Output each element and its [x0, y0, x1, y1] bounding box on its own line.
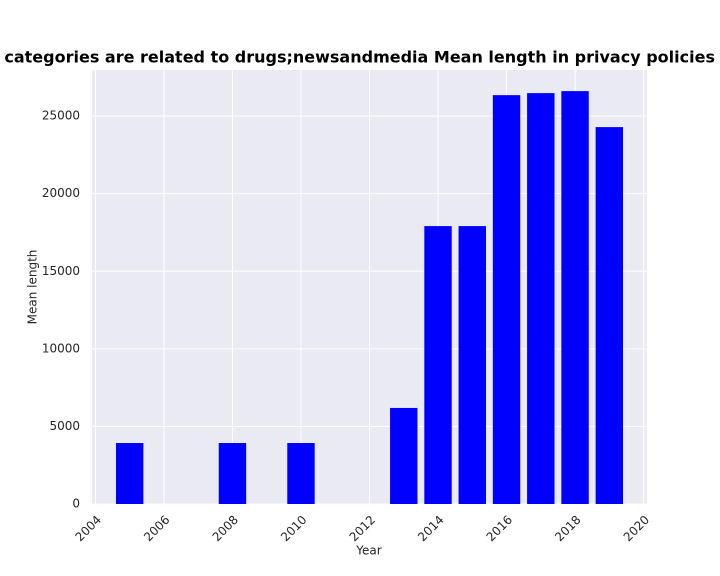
bar	[527, 93, 555, 504]
x-tick-label: 2012	[347, 513, 378, 544]
x-tick-label: 2016	[484, 513, 515, 544]
y-tick-label: 25000	[42, 109, 80, 123]
bar	[561, 91, 589, 505]
y-tick-label: 10000	[42, 341, 80, 355]
x-tick-label: 2010	[278, 513, 309, 544]
x-tick-label: 2014	[415, 513, 446, 544]
y-tick-label: 15000	[42, 264, 80, 278]
bar	[218, 443, 247, 504]
y-tick-label: 5000	[49, 419, 80, 433]
x-tick-label: 2006	[141, 513, 172, 544]
y-tick-label: 0	[72, 497, 80, 511]
y-tick-label: 20000	[42, 186, 80, 200]
bar	[390, 407, 418, 504]
bar	[492, 95, 521, 504]
chart-title: when categories are related to drugs;new…	[0, 48, 720, 67]
bar	[595, 127, 624, 504]
x-tick-label: 2004	[73, 513, 104, 544]
x-axis-label: Year	[355, 544, 381, 558]
bar	[458, 226, 486, 505]
y-axis-label: Mean length	[26, 250, 40, 325]
bar	[287, 443, 315, 504]
bar	[424, 226, 452, 505]
bar	[115, 443, 144, 504]
x-tick-label: 2018	[552, 513, 583, 544]
x-tick-label: 2008	[210, 513, 241, 544]
x-tick-label: 2020	[621, 513, 652, 544]
